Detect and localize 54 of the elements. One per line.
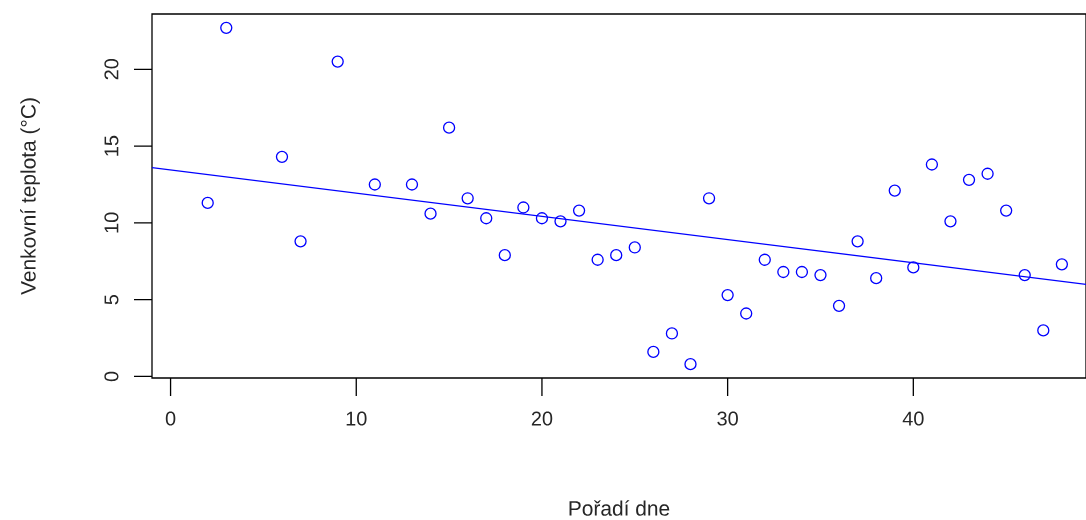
point xyxy=(702,192,716,205)
point xyxy=(442,121,456,134)
point xyxy=(758,253,771,266)
point xyxy=(981,167,994,180)
point xyxy=(907,261,920,274)
point xyxy=(684,358,697,371)
point xyxy=(461,192,474,205)
point xyxy=(498,248,511,262)
x-tick-label: 40 xyxy=(902,411,924,426)
y-tick-label: 20 xyxy=(104,58,119,80)
point xyxy=(870,272,883,285)
point xyxy=(888,184,901,197)
point xyxy=(554,215,567,228)
y-tick-label: 5 xyxy=(104,294,119,305)
point xyxy=(424,207,437,220)
point xyxy=(591,253,604,266)
point xyxy=(795,265,809,279)
point xyxy=(201,196,214,210)
point xyxy=(740,307,753,320)
point xyxy=(294,235,307,248)
point xyxy=(851,235,864,248)
point xyxy=(517,201,530,214)
x-tick-label: 0 xyxy=(165,411,176,426)
point xyxy=(480,212,493,225)
point xyxy=(220,21,233,34)
x-tick-label: 10 xyxy=(346,411,367,426)
point xyxy=(628,241,641,254)
point xyxy=(572,204,586,217)
y-tick-label: 10 xyxy=(104,212,119,233)
point xyxy=(832,299,846,312)
point xyxy=(1037,324,1050,337)
point xyxy=(1055,258,1069,271)
point xyxy=(721,288,734,302)
x-tick-label: 30 xyxy=(717,411,738,426)
point xyxy=(405,178,419,191)
point xyxy=(610,248,623,262)
y-axis-title: Venkovní teplota (°C) xyxy=(20,98,40,295)
point xyxy=(275,150,289,163)
point xyxy=(944,215,957,228)
point xyxy=(535,212,549,225)
point xyxy=(1000,204,1013,217)
point xyxy=(665,327,679,340)
point xyxy=(777,265,790,279)
y-tick-label: 0 xyxy=(104,371,119,382)
point xyxy=(368,178,381,191)
point xyxy=(1018,268,1031,282)
point xyxy=(962,173,976,187)
y-tick-label: 15 xyxy=(104,135,119,156)
point xyxy=(814,268,827,282)
point xyxy=(925,158,939,171)
x-tick-label: 20 xyxy=(531,411,553,426)
x-axis-title: Pořadí dne xyxy=(569,500,670,516)
point xyxy=(647,345,660,359)
point xyxy=(331,55,344,68)
